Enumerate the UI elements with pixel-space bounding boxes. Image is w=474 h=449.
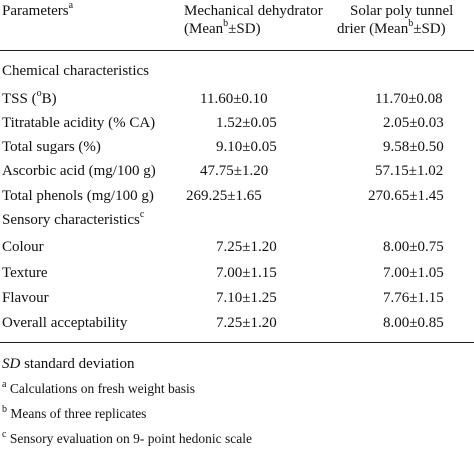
- row-solar-value: 9.58±0.50: [383, 139, 444, 155]
- header-parameters: Parametersa: [2, 0, 74, 20]
- row-solar-value: 7.76±1.15: [383, 290, 444, 306]
- footnote-b: b Means of three replicates: [2, 403, 147, 421]
- header-solar-line2: drier (Meanb±SD): [337, 18, 446, 38]
- row-label: Colour: [2, 239, 44, 255]
- row-solar-value: 11.70±0.08: [375, 91, 443, 107]
- row-label: Total sugars (%): [2, 139, 101, 155]
- row-label: Total phenols (mg/100 g): [2, 188, 154, 204]
- row-solar-value: 8.00±0.75: [383, 239, 444, 255]
- header-mechanical-line1: Mechanical dehydrator: [184, 3, 323, 19]
- section-title-sensory: Sensory characteristicsc: [2, 209, 145, 229]
- row-mech-value: 7.10±1.25: [216, 290, 277, 306]
- row-mech-value: 7.25±1.20: [216, 315, 277, 331]
- footnote-a: a Calculations on fresh weight basis: [2, 378, 196, 396]
- bottom-rule: [0, 342, 474, 343]
- row-mech-value: 11.60±0.10: [200, 91, 268, 107]
- row-mech-value: 47.75±1.20: [200, 163, 269, 179]
- header-mechanical-line2: (Meanb±SD): [184, 18, 261, 38]
- row-label: TSS (oB): [2, 88, 57, 108]
- row-solar-value: 7.00±1.05: [383, 265, 444, 281]
- row-mech-value: 7.00±1.15: [216, 265, 277, 281]
- row-label: Texture: [2, 265, 48, 281]
- row-label: Flavour: [2, 290, 49, 306]
- row-label: Overall acceptability: [2, 315, 128, 331]
- row-solar-value: 2.05±0.03: [383, 115, 444, 131]
- row-mech-value: 7.25±1.20: [216, 239, 277, 255]
- row-label: Titratable acidity (% CA): [2, 115, 156, 131]
- row-mech-value: 269.25±1.65: [186, 188, 262, 204]
- row-solar-value: 8.00±0.85: [383, 315, 444, 331]
- row-label: Ascorbic acid (mg/100 g): [2, 163, 156, 179]
- row-mech-value: 9.10±0.05: [216, 139, 277, 155]
- header-solar-line1: Solar poly tunnel: [350, 3, 454, 19]
- row-solar-value: 270.65±1.45: [368, 188, 444, 204]
- row-solar-value: 57.15±1.02: [375, 163, 444, 179]
- row-mech-value: 1.52±0.05: [216, 115, 277, 131]
- footnote-sd: SD standard deviation: [2, 356, 135, 372]
- header-rule: [0, 50, 474, 51]
- section-title-chemical: Chemical characteristics: [2, 63, 150, 79]
- footnote-c: c Sensory evaluation on 9- point hedonic…: [2, 428, 253, 446]
